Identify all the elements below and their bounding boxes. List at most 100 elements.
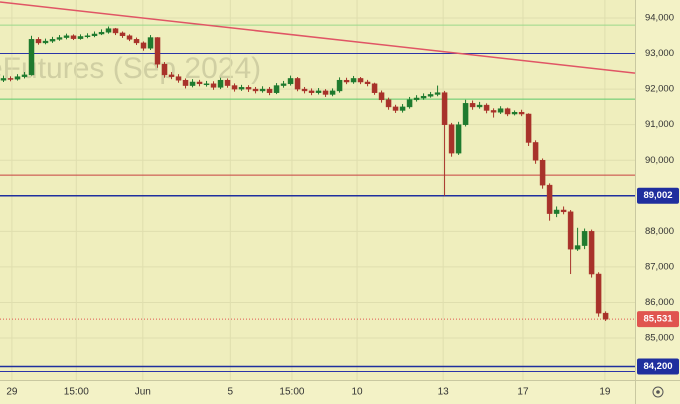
candle (308, 88, 315, 96)
candle-body (7, 78, 14, 80)
candle-body (546, 184, 553, 214)
candle (448, 122, 455, 157)
candle-body (280, 83, 287, 86)
candle (14, 74, 21, 81)
y-tick-label: 94,000 (645, 13, 674, 24)
candle-body (28, 39, 35, 76)
price-label-box (637, 311, 679, 328)
candle (539, 158, 546, 189)
candle (70, 34, 77, 41)
candle-body (231, 85, 238, 90)
candle (574, 227, 581, 251)
candle-body (35, 39, 42, 44)
candle (147, 35, 154, 50)
candle-body (595, 273, 602, 314)
candle (497, 106, 504, 115)
candle-body (252, 88, 259, 92)
candle (126, 34, 133, 42)
candle (238, 84, 245, 91)
candle (546, 183, 553, 221)
candle-body (427, 94, 434, 97)
candle (406, 96, 413, 109)
candle (77, 34, 84, 40)
candle-body (511, 111, 518, 115)
candle (21, 72, 28, 79)
candle (266, 86, 273, 96)
x-tick-label: 19 (599, 387, 611, 398)
candle-body (238, 87, 245, 90)
price-label: 84,200 (643, 361, 672, 372)
candle-body (140, 42, 147, 49)
candle (175, 74, 182, 83)
candle (350, 75, 357, 84)
candle (462, 99, 469, 127)
candle (420, 93, 427, 100)
settings-icon[interactable] (652, 386, 664, 398)
candle-body (574, 245, 581, 250)
candle-body (126, 35, 133, 40)
candle-body (602, 312, 609, 320)
y-tick-label: 93,000 (645, 48, 674, 59)
candle-body (49, 39, 56, 42)
candle-body (553, 209, 560, 214)
candle-body (315, 90, 322, 93)
candle-body (336, 79, 343, 92)
candle (280, 80, 287, 88)
candle (63, 33, 70, 40)
x-tick-label: 15:00 (64, 387, 89, 398)
candle-body (301, 88, 308, 92)
candle-body (532, 142, 539, 161)
x-tick-label: 17 (517, 387, 529, 398)
candle-body (112, 28, 119, 34)
x-tick-label: 10 (351, 387, 363, 398)
y-tick-label: 92,000 (645, 84, 674, 95)
x-tick-label: 15:00 (279, 387, 304, 398)
watermark: eFutures (Sep 2024) (0, 52, 261, 85)
candle (210, 81, 217, 90)
candle (434, 85, 441, 97)
candle-body (385, 99, 392, 108)
candle-body (77, 36, 84, 39)
price-label-box (637, 358, 679, 375)
candle (182, 78, 189, 89)
candle (357, 77, 364, 85)
candle-body (70, 35, 77, 39)
candle-body (462, 103, 469, 125)
x-tick-label: 13 (438, 387, 450, 398)
candle (112, 27, 119, 36)
candle (343, 77, 350, 85)
candle (518, 109, 525, 117)
candle-body (182, 79, 189, 86)
candle-body (518, 111, 525, 115)
candle-body (588, 231, 595, 275)
candle-body (154, 37, 161, 65)
candle (224, 78, 231, 88)
y-tick-label: 90,000 (645, 155, 674, 166)
y-tick-label: 86,000 (645, 297, 674, 308)
candle (140, 41, 147, 51)
candle-body (245, 87, 252, 90)
candle (91, 31, 98, 38)
candle-body (259, 88, 266, 92)
candle (259, 86, 266, 93)
candle (98, 29, 105, 36)
candle (441, 90, 448, 196)
candle (455, 121, 462, 155)
candle (427, 91, 434, 98)
candle (581, 228, 588, 250)
candle (364, 79, 371, 87)
candle-body (490, 110, 497, 113)
candle-body (203, 83, 210, 86)
candle (245, 85, 252, 92)
candle (203, 80, 210, 87)
candle (602, 311, 609, 321)
candle-body (287, 78, 294, 85)
candle-body (273, 85, 280, 93)
candle (252, 86, 259, 94)
candle-body (329, 90, 336, 95)
candle (84, 33, 91, 39)
candle (42, 38, 49, 45)
candle-body (189, 81, 196, 86)
price-label: 89,002 (643, 190, 672, 201)
candle-body (455, 124, 462, 154)
